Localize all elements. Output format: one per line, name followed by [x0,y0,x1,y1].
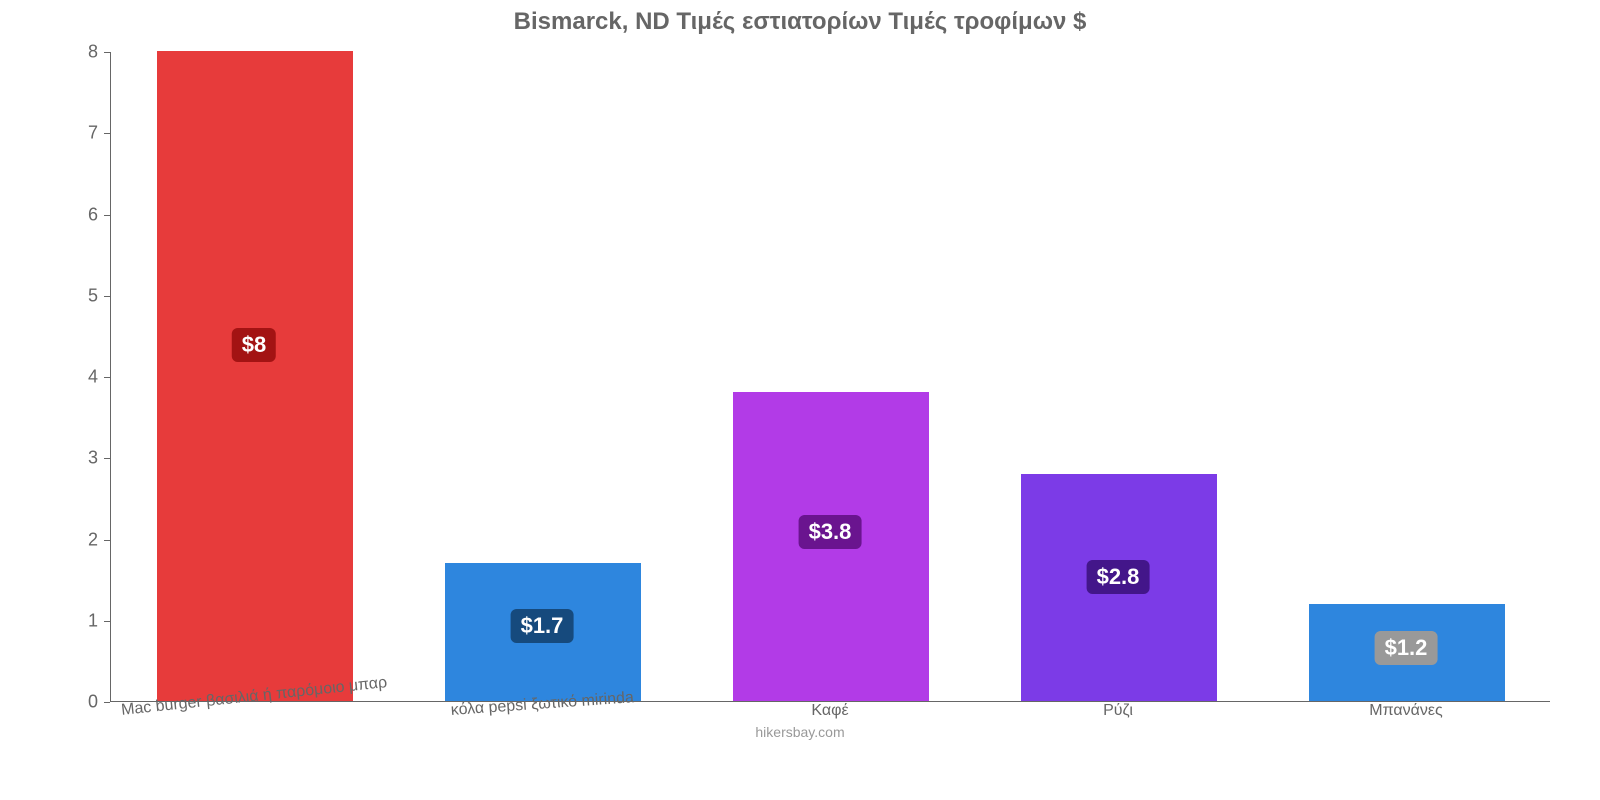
y-tick-label: 0 [30,692,110,713]
y-tick-mark [104,377,110,378]
x-category-label: Καφέ [811,702,848,720]
y-tick-mark [104,540,110,541]
y-tick-mark [104,215,110,216]
y-tick-label: 4 [30,367,110,388]
x-category-label: Μπανάνες [1369,702,1442,720]
bar [157,51,353,701]
y-tick-mark [104,52,110,53]
y-tick-label: 8 [30,42,110,63]
x-category-label: Ρύζι [1103,702,1133,720]
y-tick-mark [104,702,110,703]
y-tick-mark [104,296,110,297]
bar-value-label: $1.7 [511,609,574,643]
chart-title: Bismarck, ND Τιμές εστιατορίων Τιμές τρο… [514,8,1087,36]
attribution-text: hikersbay.com [755,724,844,740]
bar-value-label: $2.8 [1087,560,1150,594]
bar-value-label: $8 [232,328,276,362]
y-tick-label: 1 [30,610,110,631]
y-tick-label: 7 [30,123,110,144]
chart-container: 012345678 Mac burger βασιλιά ή παρόμοιο … [30,42,1570,742]
y-tick-mark [104,133,110,134]
plot-area [110,52,1550,702]
y-tick-label: 3 [30,448,110,469]
y-tick-mark [104,458,110,459]
bar-value-label: $1.2 [1375,631,1438,665]
bar-value-label: $3.8 [799,515,862,549]
y-tick-label: 6 [30,204,110,225]
y-tick-label: 5 [30,285,110,306]
y-tick-label: 2 [30,529,110,550]
y-tick-mark [104,621,110,622]
